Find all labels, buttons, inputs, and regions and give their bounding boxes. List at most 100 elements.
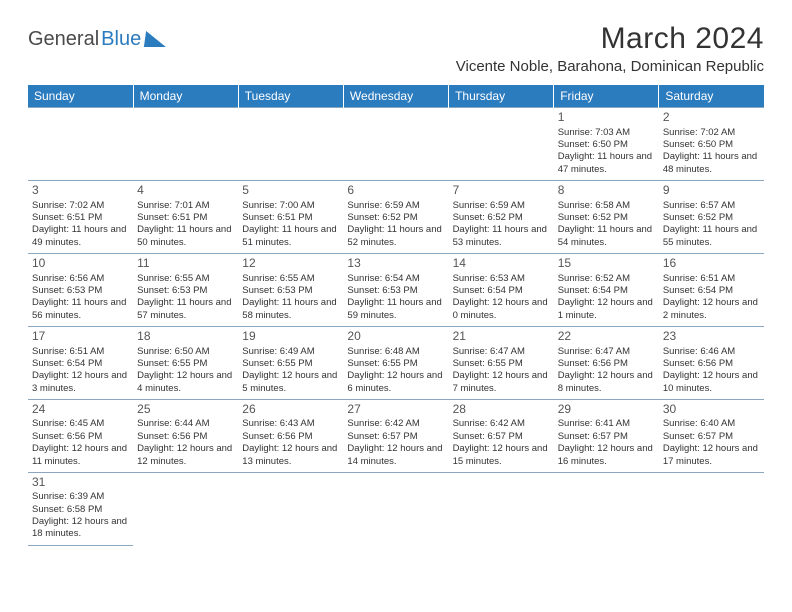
sunrise-text: Sunrise: 7:01 AM	[137, 200, 234, 212]
calendar-day-cell: 11Sunrise: 6:55 AMSunset: 6:53 PMDayligh…	[133, 253, 238, 326]
day-header: Monday	[133, 85, 238, 108]
sunset-text: Sunset: 6:51 PM	[32, 212, 129, 224]
calendar-day-cell: 18Sunrise: 6:50 AMSunset: 6:55 PMDayligh…	[133, 326, 238, 399]
day-header: Friday	[554, 85, 659, 108]
day-number: 20	[347, 329, 444, 345]
calendar-day-cell: 30Sunrise: 6:40 AMSunset: 6:57 PMDayligh…	[659, 399, 764, 472]
calendar-body: 1Sunrise: 7:03 AMSunset: 6:50 PMDaylight…	[28, 108, 764, 546]
sunset-text: Sunset: 6:52 PM	[453, 212, 550, 224]
sunrise-text: Sunrise: 7:02 AM	[663, 127, 760, 139]
calendar-day-cell: 28Sunrise: 6:42 AMSunset: 6:57 PMDayligh…	[449, 399, 554, 472]
calendar-day-cell: 5Sunrise: 7:00 AMSunset: 6:51 PMDaylight…	[238, 180, 343, 253]
calendar-day-cell: 29Sunrise: 6:41 AMSunset: 6:57 PMDayligh…	[554, 399, 659, 472]
day-number: 18	[137, 329, 234, 345]
day-number: 16	[663, 256, 760, 272]
calendar-day-cell: 20Sunrise: 6:48 AMSunset: 6:55 PMDayligh…	[343, 326, 448, 399]
sunrise-text: Sunrise: 6:55 AM	[137, 273, 234, 285]
sunset-text: Sunset: 6:56 PM	[137, 431, 234, 443]
daylight-text: Daylight: 12 hours and 16 minutes.	[558, 443, 655, 468]
sunrise-text: Sunrise: 6:44 AM	[137, 418, 234, 430]
location-subtitle: Vicente Noble, Barahona, Dominican Repub…	[456, 58, 764, 75]
day-number: 11	[137, 256, 234, 272]
sunset-text: Sunset: 6:55 PM	[137, 358, 234, 370]
calendar-day-cell: 22Sunrise: 6:47 AMSunset: 6:56 PMDayligh…	[554, 326, 659, 399]
sunrise-text: Sunrise: 6:52 AM	[558, 273, 655, 285]
daylight-text: Daylight: 12 hours and 8 minutes.	[558, 370, 655, 395]
sunrise-text: Sunrise: 6:43 AM	[242, 418, 339, 430]
sunrise-text: Sunrise: 6:40 AM	[663, 418, 760, 430]
calendar-empty-cell	[343, 108, 448, 181]
calendar-empty-cell	[28, 108, 133, 181]
sunset-text: Sunset: 6:54 PM	[663, 285, 760, 297]
calendar-day-cell: 7Sunrise: 6:59 AMSunset: 6:52 PMDaylight…	[449, 180, 554, 253]
day-number: 22	[558, 329, 655, 345]
sunset-text: Sunset: 6:52 PM	[663, 212, 760, 224]
sunset-text: Sunset: 6:51 PM	[242, 212, 339, 224]
day-number: 25	[137, 402, 234, 418]
sunrise-text: Sunrise: 6:49 AM	[242, 346, 339, 358]
daylight-text: Daylight: 12 hours and 17 minutes.	[663, 443, 760, 468]
calendar-day-cell: 12Sunrise: 6:55 AMSunset: 6:53 PMDayligh…	[238, 253, 343, 326]
daylight-text: Daylight: 11 hours and 53 minutes.	[453, 224, 550, 249]
sunset-text: Sunset: 6:58 PM	[32, 504, 129, 516]
day-number: 3	[32, 183, 129, 199]
sunset-text: Sunset: 6:52 PM	[347, 212, 444, 224]
daylight-text: Daylight: 11 hours and 49 minutes.	[32, 224, 129, 249]
calendar-day-cell: 26Sunrise: 6:43 AMSunset: 6:56 PMDayligh…	[238, 399, 343, 472]
month-title: March 2024	[456, 22, 764, 56]
sunrise-text: Sunrise: 7:02 AM	[32, 200, 129, 212]
day-number: 14	[453, 256, 550, 272]
daylight-text: Daylight: 11 hours and 54 minutes.	[558, 224, 655, 249]
daylight-text: Daylight: 12 hours and 13 minutes.	[242, 443, 339, 468]
calendar-empty-cell	[238, 472, 343, 545]
day-number: 4	[137, 183, 234, 199]
day-number: 6	[347, 183, 444, 199]
sunset-text: Sunset: 6:54 PM	[453, 285, 550, 297]
day-number: 19	[242, 329, 339, 345]
sunrise-text: Sunrise: 6:50 AM	[137, 346, 234, 358]
daylight-text: Daylight: 11 hours and 56 minutes.	[32, 297, 129, 322]
daylight-text: Daylight: 12 hours and 6 minutes.	[347, 370, 444, 395]
day-number: 5	[242, 183, 339, 199]
day-number: 29	[558, 402, 655, 418]
sunset-text: Sunset: 6:52 PM	[558, 212, 655, 224]
calendar-day-cell: 24Sunrise: 6:45 AMSunset: 6:56 PMDayligh…	[28, 399, 133, 472]
calendar-empty-cell	[659, 472, 764, 545]
daylight-text: Daylight: 11 hours and 52 minutes.	[347, 224, 444, 249]
sunset-text: Sunset: 6:50 PM	[558, 139, 655, 151]
sunset-text: Sunset: 6:53 PM	[137, 285, 234, 297]
calendar-table: SundayMondayTuesdayWednesdayThursdayFrid…	[28, 85, 764, 546]
calendar-empty-cell	[449, 108, 554, 181]
sunset-text: Sunset: 6:56 PM	[32, 431, 129, 443]
daylight-text: Daylight: 12 hours and 14 minutes.	[347, 443, 444, 468]
daylight-text: Daylight: 11 hours and 51 minutes.	[242, 224, 339, 249]
sunset-text: Sunset: 6:56 PM	[558, 358, 655, 370]
sunset-text: Sunset: 6:57 PM	[663, 431, 760, 443]
daylight-text: Daylight: 12 hours and 15 minutes.	[453, 443, 550, 468]
sunset-text: Sunset: 6:55 PM	[347, 358, 444, 370]
calendar-day-cell: 16Sunrise: 6:51 AMSunset: 6:54 PMDayligh…	[659, 253, 764, 326]
calendar-day-cell: 3Sunrise: 7:02 AMSunset: 6:51 PMDaylight…	[28, 180, 133, 253]
calendar-day-cell: 23Sunrise: 6:46 AMSunset: 6:56 PMDayligh…	[659, 326, 764, 399]
sunrise-text: Sunrise: 6:57 AM	[663, 200, 760, 212]
calendar-day-cell: 8Sunrise: 6:58 AMSunset: 6:52 PMDaylight…	[554, 180, 659, 253]
calendar-day-cell: 4Sunrise: 7:01 AMSunset: 6:51 PMDaylight…	[133, 180, 238, 253]
sunrise-text: Sunrise: 6:46 AM	[663, 346, 760, 358]
calendar-day-cell: 19Sunrise: 6:49 AMSunset: 6:55 PMDayligh…	[238, 326, 343, 399]
calendar-week-row: 17Sunrise: 6:51 AMSunset: 6:54 PMDayligh…	[28, 326, 764, 399]
sunrise-text: Sunrise: 6:59 AM	[453, 200, 550, 212]
calendar-day-cell: 14Sunrise: 6:53 AMSunset: 6:54 PMDayligh…	[449, 253, 554, 326]
sunrise-text: Sunrise: 6:55 AM	[242, 273, 339, 285]
day-number: 9	[663, 183, 760, 199]
calendar-day-cell: 13Sunrise: 6:54 AMSunset: 6:53 PMDayligh…	[343, 253, 448, 326]
sunset-text: Sunset: 6:56 PM	[242, 431, 339, 443]
logo-text-blue: Blue	[101, 28, 141, 51]
day-number: 21	[453, 329, 550, 345]
daylight-text: Daylight: 12 hours and 1 minute.	[558, 297, 655, 322]
calendar-day-cell: 31Sunrise: 6:39 AMSunset: 6:58 PMDayligh…	[28, 472, 133, 545]
daylight-text: Daylight: 12 hours and 2 minutes.	[663, 297, 760, 322]
sunset-text: Sunset: 6:55 PM	[453, 358, 550, 370]
calendar-day-cell: 9Sunrise: 6:57 AMSunset: 6:52 PMDaylight…	[659, 180, 764, 253]
calendar-empty-cell	[133, 108, 238, 181]
sunset-text: Sunset: 6:53 PM	[32, 285, 129, 297]
